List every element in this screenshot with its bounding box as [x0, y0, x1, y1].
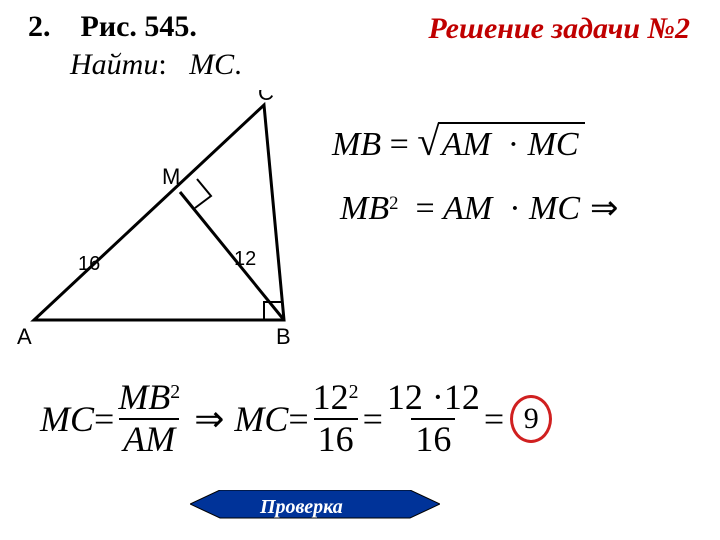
eq3-frac1: MB2AM: [114, 378, 184, 459]
find-line: Найти: MC.: [70, 48, 242, 82]
problem-number: 2.: [28, 10, 51, 43]
eq1-lhs: MB: [332, 126, 381, 163]
eq3-eq1: =: [94, 398, 114, 440]
eq2-implies: ⇒: [590, 190, 619, 227]
eq3-eq4: =: [484, 398, 504, 440]
eq3-implies: ⇒: [194, 398, 224, 440]
equation-2: MB2 = AM · MC ⇒: [340, 188, 629, 228]
eq2-sup: 2: [389, 193, 398, 214]
eq3-frac2: 12216: [309, 378, 363, 459]
side-AM: 16: [78, 253, 100, 275]
side-MB: 12: [234, 248, 256, 270]
equation-3: MC = MB2AM⇒MC = 12216 = 12 ·1216 =9: [40, 378, 552, 459]
point-C: C: [258, 90, 274, 105]
eq2-equals: =: [398, 190, 443, 227]
eq3-lhs: MC: [40, 398, 94, 440]
find-label: Найти: [70, 48, 158, 81]
eq2-a: AM: [443, 190, 492, 227]
find-colon: :: [158, 48, 166, 81]
eq1-sqrt: √AM · MC: [417, 122, 584, 164]
answer-circle: 9: [510, 395, 552, 443]
eq3-eq2: =: [288, 398, 308, 440]
triangle-diagram: A B C M 16 12: [14, 90, 304, 350]
point-M: M: [162, 164, 180, 189]
eq3-mid: MC: [234, 398, 288, 440]
eq3-frac3: 12 ·1216: [383, 378, 484, 459]
find-dot: .: [234, 48, 242, 81]
problem-reference: 2. Рис. 545.: [28, 10, 197, 44]
equation-1: MB = √AM · MC: [332, 122, 585, 164]
point-B: B: [276, 324, 291, 349]
check-label[interactable]: Проверка: [260, 496, 343, 519]
eq2-lhs: MB: [340, 190, 389, 227]
figure-ref: Рис. 545.: [81, 10, 197, 43]
eq1-equals: =: [381, 126, 417, 163]
solution-header: Решение задачи №2: [428, 12, 690, 46]
point-A: A: [17, 324, 32, 349]
eq2-b: MC: [529, 190, 580, 227]
eq2-dot: ·: [492, 190, 529, 227]
find-target: MC: [189, 48, 234, 81]
eq3-eq3: =: [363, 398, 383, 440]
